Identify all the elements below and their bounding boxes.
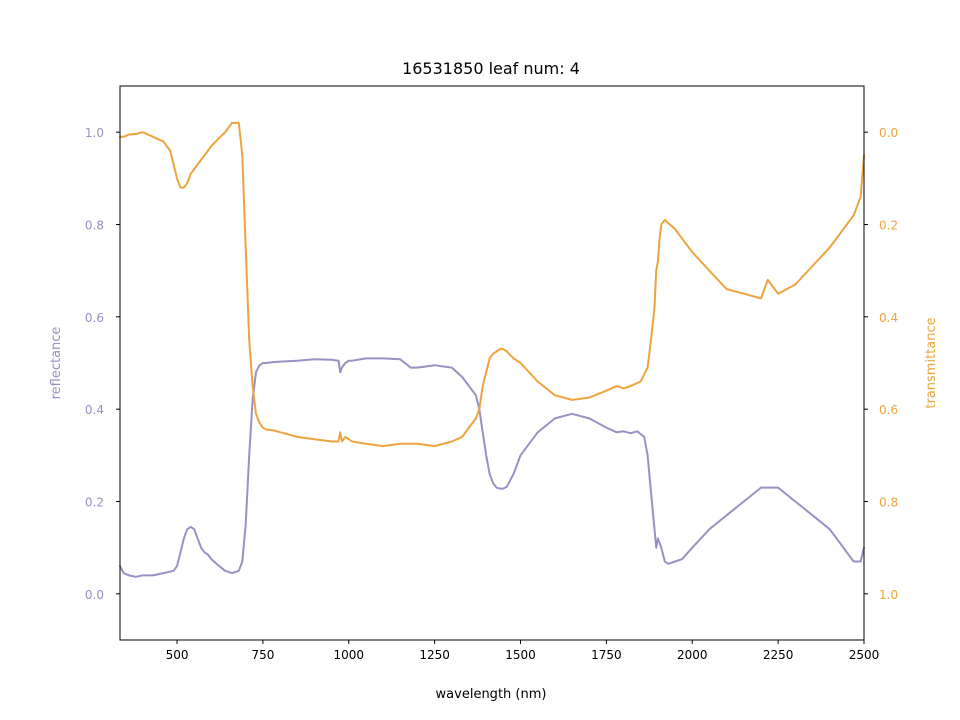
transmittance-series-line	[119, 121, 865, 448]
plot-frame	[119, 85, 865, 641]
x-tick-label: 2000	[677, 648, 708, 662]
left-y-tick-label: 0.4	[85, 403, 104, 417]
right-y-tick-label: 0.0	[879, 126, 898, 140]
left-y-axis-label: reflectance	[49, 327, 64, 400]
right-y-tick-label: 0.4	[879, 311, 898, 325]
x-tick-label: 500	[166, 648, 189, 662]
reflectance-series-line	[119, 357, 865, 578]
x-axis-label: wavelength (nm)	[436, 687, 547, 702]
left-y-tick-label: 0.6	[85, 311, 104, 325]
left-y-tick-label: 0.2	[85, 496, 104, 510]
x-tick-label: 750	[251, 648, 274, 662]
x-axis: 500 750 1000 1250 1500 1750 2000 2250 2500	[166, 640, 880, 662]
left-y-tick-label: 1.0	[85, 126, 104, 140]
x-tick-label: 1000	[333, 648, 364, 662]
x-tick-label: 2250	[763, 648, 794, 662]
right-y-tick-label: 0.6	[879, 403, 898, 417]
left-y-tick-label: 0.8	[85, 219, 104, 233]
right-y-axis-label: transmittance	[924, 317, 939, 408]
chart-title: 16531850 leaf num: 4	[402, 59, 580, 78]
x-tick-label: 1250	[419, 648, 450, 662]
x-tick-label: 1750	[591, 648, 622, 662]
x-tick-label: 1500	[505, 648, 536, 662]
plot-lines	[119, 121, 865, 578]
right-y-tick-label: 0.8	[879, 496, 898, 510]
right-y-tick-label: 0.2	[879, 219, 898, 233]
left-y-axis: 0.0 0.2 0.4 0.6 0.8 1.0	[85, 126, 120, 602]
right-y-tick-label: 1.0	[879, 588, 898, 602]
left-y-tick-label: 0.0	[85, 588, 104, 602]
x-tick-label: 2500	[849, 648, 880, 662]
right-y-axis: 0.0 0.2 0.4 0.6 0.8 1.0	[864, 126, 898, 602]
